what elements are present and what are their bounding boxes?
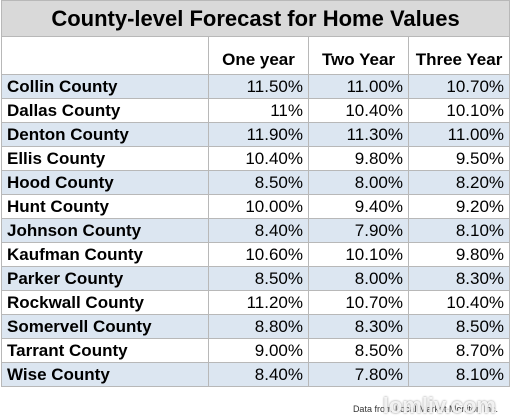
forecast-value: 8.40% [208, 218, 309, 243]
forecast-value: 8.00% [308, 266, 409, 291]
forecast-value: 11.00% [308, 74, 409, 99]
forecast-value: 9.20% [407, 194, 510, 219]
table-row: Collin County 11.50% 11.00% 10.70% [1, 74, 510, 99]
forecast-value: 8.10% [407, 218, 510, 243]
forecast-value: 8.50% [208, 266, 309, 291]
watermark: lomliv.com [382, 393, 496, 418]
table-row: Wise County 8.40% 7.80% 8.10% [1, 362, 510, 387]
forecast-value: 8.50% [407, 314, 510, 339]
forecast-value: 11.30% [308, 122, 409, 147]
table-row: Denton County 11.90% 11.30% 11.00% [1, 122, 510, 147]
table-row: Somervell County 8.80% 8.30% 8.50% [1, 314, 510, 339]
forecast-value: 8.30% [308, 314, 409, 339]
header-cell: Three Year [407, 36, 510, 75]
forecast-value: 10.40% [308, 98, 409, 123]
header-cell [1, 36, 209, 75]
forecast-value: 10.60% [208, 242, 309, 267]
forecast-value: 10.40% [407, 290, 510, 315]
forecast-value: 10.10% [308, 242, 409, 267]
county-name: Hood County [1, 170, 209, 195]
forecast-value: 8.00% [308, 170, 409, 195]
forecast-value: 7.90% [308, 218, 409, 243]
table-row: Johnson County 8.40% 7.90% 8.10% [1, 218, 510, 243]
forecast-value: 10.40% [208, 146, 309, 171]
forecast-value: 8.80% [208, 314, 309, 339]
county-name: Ellis County [1, 146, 209, 171]
county-name: Parker County [1, 266, 209, 291]
table-row: Dallas County 11% 10.40% 10.10% [1, 98, 510, 123]
forecast-value: 7.80% [308, 362, 409, 387]
forecast-value: 11.20% [208, 290, 309, 315]
forecast-value: 11.90% [208, 122, 309, 147]
forecast-value: 11.50% [208, 74, 309, 99]
forecast-value: 8.10% [407, 362, 510, 387]
table-row: Hunt County 10.00% 9.40% 9.20% [1, 194, 510, 219]
table-row: Hood County 8.50% 8.00% 8.20% [1, 170, 510, 195]
county-name: Collin County [1, 74, 209, 99]
forecast-value: 8.20% [407, 170, 510, 195]
forecast-value: 9.40% [308, 194, 409, 219]
header-cell: One year [208, 36, 309, 75]
county-name: Denton County [1, 122, 209, 147]
forecast-value: 8.30% [407, 266, 510, 291]
forecast-value: 11% [208, 98, 309, 123]
county-name: Johnson County [1, 218, 209, 243]
table-row: Rockwall County 11.20% 10.70% 10.40% [1, 290, 510, 315]
forecast-value: 8.50% [308, 338, 409, 363]
footer-note: Data from Local Market Monitor, Inc. [352, 404, 498, 414]
county-name: Kaufman County [1, 242, 209, 267]
forecast-value: 10.00% [208, 194, 309, 219]
forecast-value: 9.80% [308, 146, 409, 171]
county-name: Wise County [1, 362, 209, 387]
table-row: Kaufman County 10.60% 10.10% 9.80% [1, 242, 510, 267]
forecast-value: 8.50% [208, 170, 309, 195]
forecast-value: 9.50% [407, 146, 510, 171]
forecast-value: 10.70% [407, 74, 510, 99]
forecast-value: 9.80% [407, 242, 510, 267]
table-row: Parker County 8.50% 8.00% 8.30% [1, 266, 510, 291]
county-name: Hunt County [1, 194, 209, 219]
forecast-value: 10.10% [407, 98, 510, 123]
header-cell: Two Year [308, 36, 409, 75]
forecast-value: 11.00% [407, 122, 510, 147]
table-row: Tarrant County 9.00% 8.50% 8.70% [1, 338, 510, 363]
forecast-value: 8.70% [407, 338, 510, 363]
county-name: Dallas County [1, 98, 209, 123]
forecast-table: County-level Forecast for Home Values On… [0, 0, 510, 387]
county-name: Somervell County [1, 314, 209, 339]
forecast-value: 9.00% [208, 338, 309, 363]
county-name: Rockwall County [1, 290, 209, 315]
forecast-value: 10.70% [308, 290, 409, 315]
table-title: County-level Forecast for Home Values [0, 0, 510, 37]
forecast-value: 8.40% [208, 362, 309, 387]
table-row: Ellis County 10.40% 9.80% 9.50% [1, 146, 510, 171]
county-name: Tarrant County [1, 338, 209, 363]
